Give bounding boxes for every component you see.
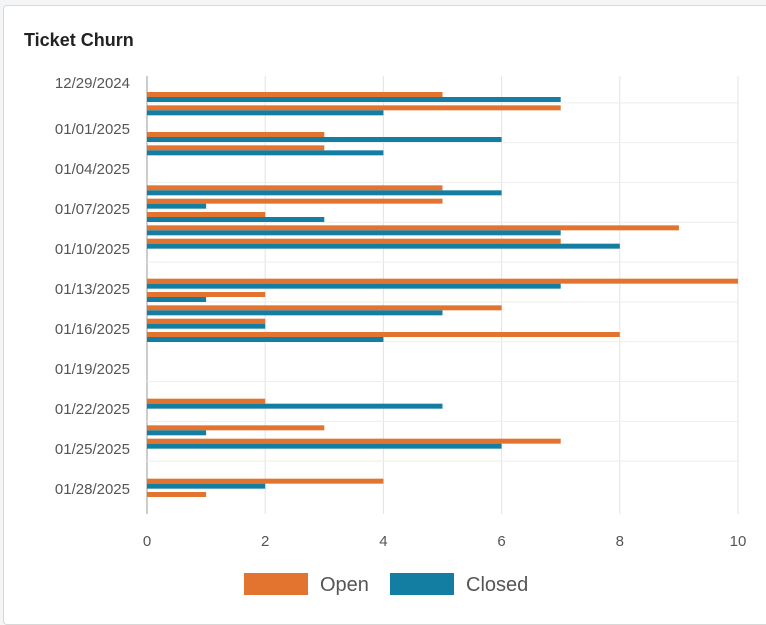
legend: Open Closed <box>244 573 528 596</box>
grid-lines <box>146 76 739 514</box>
bar-open-01-08-2025[interactable] <box>147 225 679 231</box>
legend-swatch-closed <box>390 573 454 595</box>
bar-closed-01-15-2025[interactable] <box>147 323 266 329</box>
y-tick-label: 01/28/2025 <box>55 481 130 498</box>
bar-open-01-16-2025[interactable] <box>147 332 620 337</box>
bar-closed-01-27-2025[interactable] <box>147 483 266 489</box>
bar-closed-12-29-2024[interactable] <box>147 97 561 102</box>
bar-open-01-09-2025[interactable] <box>147 238 561 244</box>
chart-title: Ticket Churn <box>24 30 134 50</box>
legend-item-open[interactable]: Open <box>244 573 369 596</box>
bars <box>147 92 738 497</box>
x-tick-label: 0 <box>143 533 151 550</box>
bar-open-01-23-2025[interactable] <box>147 425 325 431</box>
y-tick-label: 01/19/2025 <box>55 361 130 378</box>
x-axis-tick-labels: 0 2 4 6 8 10 <box>143 533 747 550</box>
y-tick-label: 01/01/2025 <box>55 121 130 138</box>
x-tick-label: 2 <box>261 533 269 550</box>
bar-closed-01-14-2025[interactable] <box>147 310 443 316</box>
bar-open-01-02-2025[interactable] <box>147 145 325 151</box>
bar-closed-01-24-2025[interactable] <box>147 443 502 449</box>
bar-open-01-12-2025[interactable] <box>147 278 738 284</box>
bar-open-01-06-2025[interactable] <box>147 198 443 204</box>
bar-open-01-21-2025[interactable] <box>147 398 266 404</box>
bar-open-12-30-2024[interactable] <box>147 105 561 111</box>
y-tick-label: 01/16/2025 <box>55 321 130 338</box>
bar-open-01-28-2025[interactable] <box>147 492 207 497</box>
y-axis-tick-labels: 12/29/2024 01/01/2025 01/04/2025 01/07/2025… <box>55 75 130 498</box>
bar-closed-01-16-2025[interactable] <box>147 337 384 342</box>
bar-open-12-29-2024[interactable] <box>147 92 443 97</box>
bar-open-01-07-2025[interactable] <box>147 212 266 217</box>
y-tick-label: 01/10/2025 <box>55 241 130 258</box>
bar-open-01-05-2025[interactable] <box>147 185 443 191</box>
y-tick-label: 12/29/2024 <box>55 75 130 92</box>
bar-closed-01-09-2025[interactable] <box>147 243 620 249</box>
x-tick-label: 4 <box>379 533 387 550</box>
bar-closed-01-06-2025[interactable] <box>147 203 207 209</box>
bar-closed-01-07-2025[interactable] <box>147 217 325 222</box>
legend-label-open: Open <box>320 574 369 596</box>
bar-closed-12-30-2024[interactable] <box>147 110 384 116</box>
bar-closed-01-01-2025[interactable] <box>147 137 502 142</box>
bar-closed-01-23-2025[interactable] <box>147 430 207 436</box>
legend-item-closed[interactable]: Closed <box>390 573 528 596</box>
x-tick-label: 8 <box>616 533 624 550</box>
bar-closed-01-13-2025[interactable] <box>147 297 207 302</box>
bar-open-01-24-2025[interactable] <box>147 438 561 444</box>
x-tick-label: 10 <box>730 533 747 550</box>
y-tick-label: 01/22/2025 <box>55 401 130 418</box>
y-tick-label: 01/25/2025 <box>55 441 130 458</box>
bar-open-01-27-2025[interactable] <box>147 478 384 484</box>
bar-closed-01-05-2025[interactable] <box>147 190 502 196</box>
bar-open-01-13-2025[interactable] <box>147 292 266 297</box>
legend-swatch-open <box>244 573 308 595</box>
y-tick-label: 01/07/2025 <box>55 201 130 218</box>
bar-closed-01-12-2025[interactable] <box>147 283 561 289</box>
bar-open-01-14-2025[interactable] <box>147 305 502 311</box>
bar-closed-01-21-2025[interactable] <box>147 403 443 409</box>
bar-open-01-15-2025[interactable] <box>147 318 266 324</box>
legend-label-closed: Closed <box>466 574 528 596</box>
y-tick-label: 01/04/2025 <box>55 161 130 178</box>
bar-closed-01-08-2025[interactable] <box>147 230 561 236</box>
bar-closed-01-02-2025[interactable] <box>147 150 384 156</box>
x-tick-label: 6 <box>497 533 505 550</box>
bar-open-01-01-2025[interactable] <box>147 132 325 137</box>
y-tick-label: 01/13/2025 <box>55 281 130 298</box>
